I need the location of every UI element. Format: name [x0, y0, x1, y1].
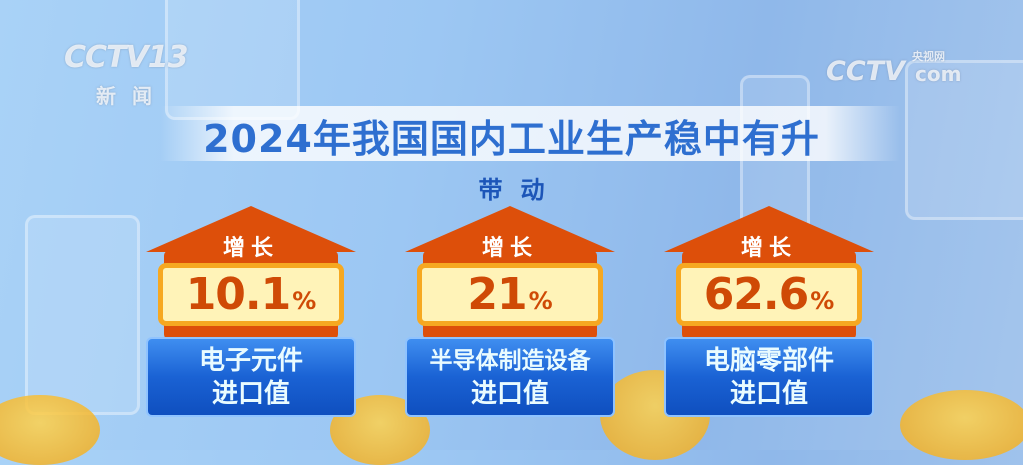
page-title: 2024年我国国内工业生产稳中有升 — [203, 117, 820, 161]
growth-card: 增长 21% 半导体制造设备进口值 — [405, 206, 615, 421]
growth-value: 10.1 — [185, 269, 292, 320]
background-document — [905, 60, 1023, 220]
growth-label: 增长 — [222, 236, 279, 261]
cctv-com-logo-sub: 央视网 — [912, 50, 945, 63]
growth-value-box: 62.6% — [676, 263, 862, 326]
growth-value-box: 10.1% — [158, 263, 344, 326]
category-label: 电脑零部件 进口值 — [664, 337, 874, 417]
percent-unit: % — [810, 287, 835, 315]
percent-unit: % — [528, 287, 553, 315]
growth-card: 增长 62.6% 电脑零部件 进口值 — [664, 206, 874, 421]
cctv13-logo-sub: 新闻 — [96, 84, 168, 108]
growth-value: 62.6 — [703, 269, 810, 320]
category-line1: 电脑零部件 — [703, 346, 834, 376]
growth-value: 21 — [467, 269, 527, 320]
percent-unit: % — [292, 287, 317, 315]
category-line2: 进口值 — [211, 379, 290, 409]
cctv-com-logo-com: com — [915, 62, 962, 86]
growth-label: 增长 — [481, 236, 538, 261]
category-line1: 电子元件 — [198, 346, 303, 376]
cctv-com-logo: CCTV — [826, 56, 905, 87]
category-line2: 进口值 — [729, 379, 808, 409]
background-phone — [25, 215, 140, 415]
subtitle: 带动 — [478, 176, 563, 204]
category-label: 电子元件 进口值 — [146, 337, 356, 417]
cctv13-logo: CCTV13 — [64, 40, 188, 75]
growth-card: 增长 10.1% 电子元件 进口值 — [146, 206, 356, 421]
growth-label: 增长 — [740, 236, 797, 261]
category-line2: 进口值 — [470, 379, 549, 409]
coin-stack — [900, 390, 1023, 460]
category-label: 半导体制造设备进口值 — [405, 337, 615, 417]
growth-value-box: 21% — [417, 263, 603, 326]
title-band — [160, 106, 900, 161]
background-document — [165, 0, 300, 120]
category-line1: 半导体制造设备 — [429, 348, 591, 374]
